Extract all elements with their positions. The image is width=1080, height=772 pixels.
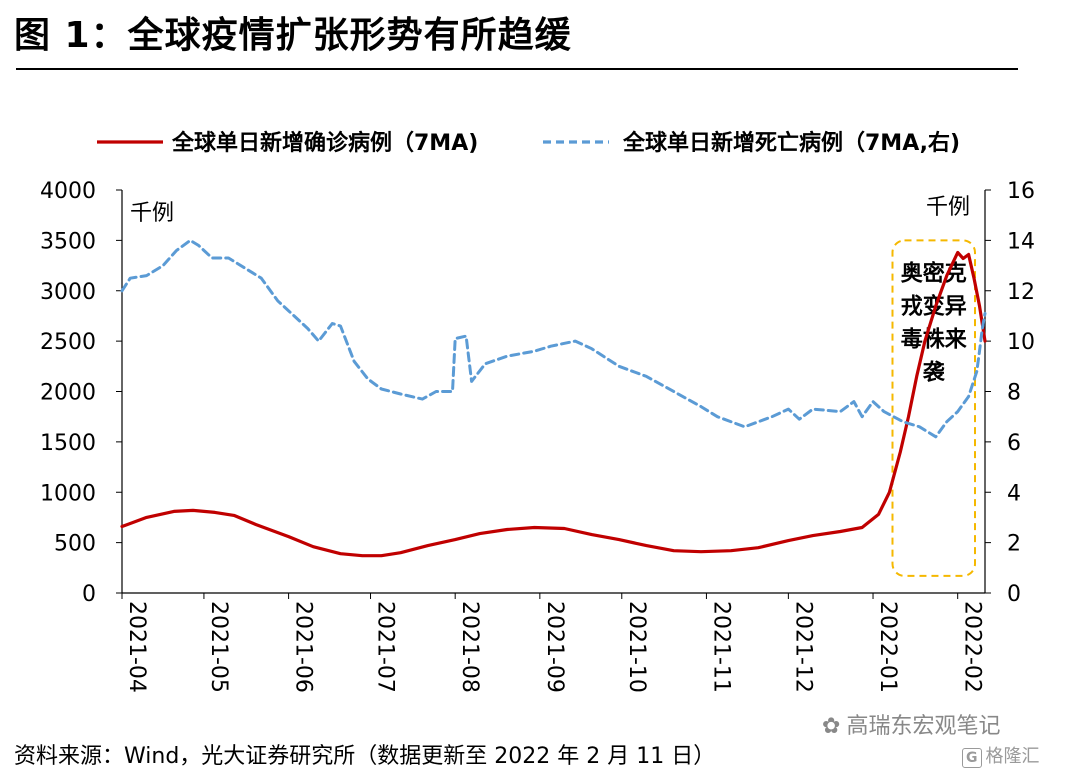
x-tick-label: 2021-08 [457,601,482,693]
wechat-icon: ✿ [822,714,841,739]
logo-mark-icon: G [962,748,982,768]
chart-legend: 全球单日新增确诊病例（7MA) 全球单日新增死亡病例（7MA,右) [97,130,960,156]
left-tick-label: 500 [54,532,96,557]
left-tick-label: 1000 [40,481,96,506]
x-axis: 2021-04 2021-05 2021-06 2021-07 2021-08 2021-… [121,592,985,693]
title-divider [16,68,1018,70]
left-axis: 0 500 1000 1500 2000 2500 3000 3500 4000 千例 [40,179,174,607]
figure-title: 图 1：全球疫情扩张形势有所趋缓 [14,15,572,56]
annotation-text: 奥密克 [901,260,967,286]
annotation-box [891,239,976,577]
x-tick-label: 2021-06 [291,601,316,693]
left-tick-label: 3500 [40,229,96,254]
left-tick-label: 4000 [40,179,96,204]
watermark-text: 高瑞东宏观笔记 [846,714,1001,739]
legend-label: 全球单日新增死亡病例（7MA,右) [622,130,960,156]
right-axis: 0 2 4 6 8 10 12 14 16 千例 [926,179,1035,607]
corner-logo-text: 格隆汇 [985,746,1040,767]
left-axis-unit-label: 千例 [130,201,174,226]
right-tick-label: 8 [1007,381,1021,406]
left-tick-label: 1500 [40,431,96,456]
left-tick-label: 2500 [40,330,96,355]
right-tick-label: 12 [1007,280,1035,305]
series-group [120,238,987,558]
x-tick-label: 2021-11 [708,601,733,693]
x-tick-label: 2021-04 [124,601,149,693]
right-tick-label: 16 [1007,179,1035,204]
right-tick-label: 2 [1007,532,1021,557]
right-tick-label: 0 [1007,582,1021,607]
watermark: ✿ 高瑞东宏观笔记 [822,708,1000,740]
x-tick-label: 2021-12 [790,601,815,693]
cases-line [120,250,987,558]
left-tick-label: 3000 [40,280,96,305]
annotation-text: 袭 [922,360,946,385]
x-tick-label: 2021-05 [206,601,231,693]
right-tick-label: 14 [1007,229,1035,254]
x-tick-label: 2022-02 [960,601,985,693]
x-tick-label: 2021-07 [373,601,398,693]
annotation-text: 毒株来 [901,326,968,352]
legend-label: 全球单日新增确诊病例（7MA) [171,130,478,156]
right-tick-label: 6 [1007,431,1021,456]
x-tick-label: 2022-01 [875,601,900,693]
right-tick-label: 4 [1007,481,1021,506]
right-axis-unit-label: 千例 [926,195,970,220]
x-tick-label: 2021-09 [542,601,567,693]
corner-logo: G 格隆汇 [962,742,1040,768]
deaths-line [120,238,987,439]
left-tick-label: 0 [82,582,96,607]
left-tick-label: 2000 [40,381,96,406]
x-tick-label: 2021-10 [624,601,649,693]
right-tick-label: 10 [1007,330,1035,355]
source-note: 资料来源：Wind，光大证券研究所（数据更新至 2022 年 2 月 11 日） [14,744,716,769]
